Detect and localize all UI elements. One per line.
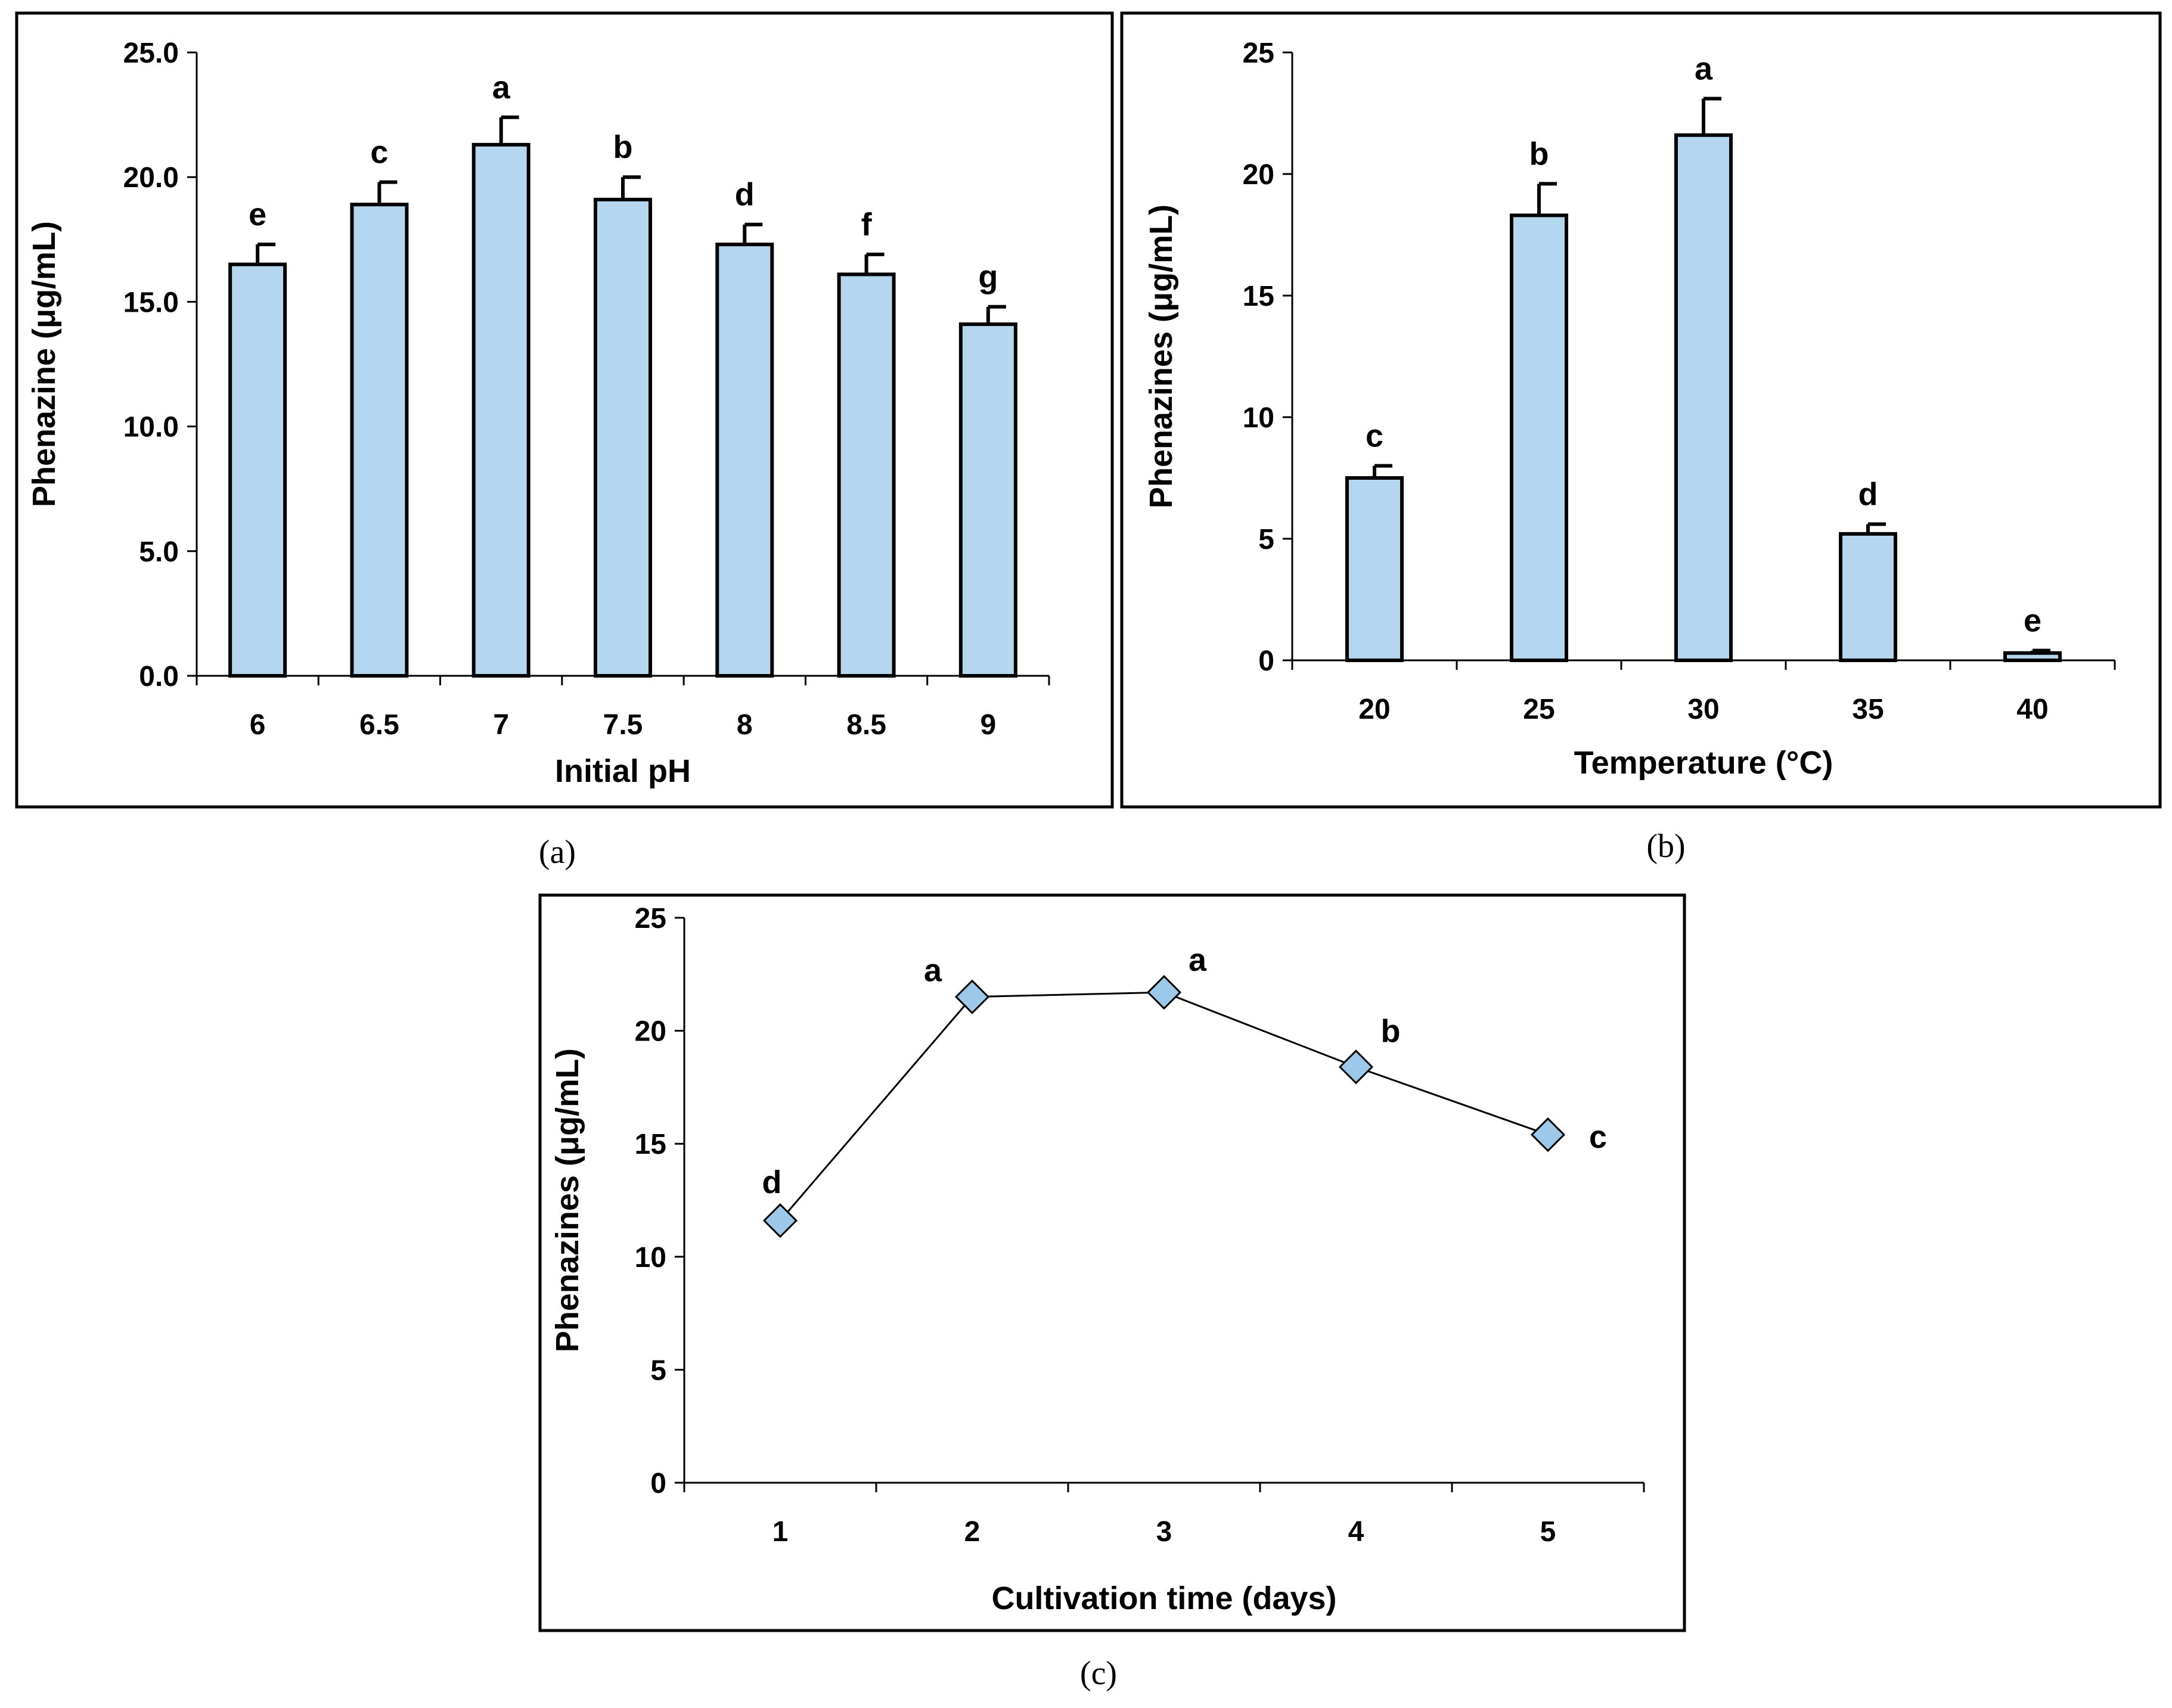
- b-y-tick-label: 15: [1243, 281, 1274, 312]
- panel-a-caption: (a): [539, 834, 576, 871]
- b-significance-letter: b: [1529, 136, 1549, 172]
- c-y-tick-label: 25: [635, 903, 666, 934]
- c-data-point: [1530, 1117, 1566, 1153]
- b-y-tick-label: 5: [1258, 524, 1274, 555]
- panel-b-caption: (b): [1646, 828, 1685, 865]
- b-significance-letter: a: [1695, 51, 1713, 87]
- panel-a-frame: [15, 11, 1114, 809]
- a-significance-letter: a: [492, 70, 511, 105]
- a-bar: [837, 272, 896, 678]
- a-significance-letter: c: [370, 135, 388, 170]
- a-y-tick-label: 0.0: [139, 661, 179, 692]
- c-data-point: [1146, 975, 1182, 1010]
- a-bar: [228, 262, 287, 678]
- panel-a-chart: 0.0 5.0 10.0 15.0 20.0 25.0 6 6.5 7 7.5 8 8.5 9 Initi…: [26, 38, 1050, 789]
- c-data-point: [954, 979, 990, 1014]
- a-y-tick-label: 25.0: [123, 38, 179, 69]
- c-data-point: [1338, 1049, 1374, 1085]
- c-x-tick-label: 2: [964, 1516, 980, 1548]
- c-y-tick-label: 0: [650, 1468, 666, 1499]
- a-bar: [594, 197, 652, 678]
- a-x-tick-label: 6.5: [359, 709, 399, 741]
- b-y-axis-label: Phenazines (μg/mL): [1143, 204, 1179, 508]
- c-significance-letter: a: [1189, 942, 1207, 978]
- a-significance-letter: e: [249, 197, 266, 232]
- a-bar: [471, 142, 530, 678]
- b-x-tick-label: 20: [1358, 694, 1390, 725]
- b-significance-letter: e: [2024, 603, 2041, 639]
- a-significance-letter: g: [978, 259, 998, 295]
- c-x-tick-label: 1: [772, 1516, 789, 1548]
- b-bar: [2003, 651, 2062, 663]
- b-y-tick-label: 0: [1258, 645, 1274, 677]
- b-significance-letter: d: [1858, 477, 1878, 513]
- a-y-tick-label: 20.0: [123, 162, 179, 194]
- panel-b-frame: [1120, 11, 2162, 809]
- a-x-tick-label: 8.5: [846, 709, 886, 741]
- c-x-tick-label: 3: [1156, 1516, 1172, 1548]
- b-x-tick-label: 35: [1852, 694, 1884, 725]
- c-significance-letter: c: [1589, 1119, 1607, 1155]
- c-y-tick-label: 5: [650, 1355, 666, 1386]
- c-y-tick-label: 10: [635, 1242, 666, 1274]
- panel-c-frame: [538, 893, 1686, 1632]
- b-x-tick-label: 30: [1687, 694, 1719, 725]
- c-significance-letter: a: [924, 953, 942, 989]
- b-x-tick-label: 25: [1523, 694, 1554, 725]
- b-bar: [1674, 133, 1733, 663]
- c-data-point: [762, 1203, 798, 1238]
- b-x-tick-label: 40: [2016, 694, 2048, 725]
- panel-c-chart: 0 5 10 15 20 25 1 2 3 4 5 Cultivation time (days) Ph…: [550, 903, 1645, 1616]
- c-significance-letter: b: [1381, 1013, 1401, 1049]
- a-bar: [715, 243, 774, 678]
- a-x-tick-label: 8: [737, 709, 753, 741]
- a-x-tick-label: 7.5: [603, 709, 643, 741]
- b-bar: [1839, 532, 1897, 663]
- panel-b-chart: 0 5 10 15 20 25 20 25 30 35 40 Temperature (°C) Phen…: [1143, 38, 2116, 781]
- a-y-axis-label: Phenazine (μg/mL): [26, 221, 62, 507]
- a-x-axis-label: Initial pH: [555, 753, 691, 789]
- a-bar: [350, 203, 409, 678]
- b-y-tick-label: 10: [1243, 402, 1274, 434]
- b-bar: [1345, 476, 1404, 662]
- b-x-axis-label: Temperature (°C): [1574, 745, 1833, 781]
- panel-c-caption: (c): [1080, 1655, 1117, 1692]
- c-y-tick-label: 15: [635, 1129, 666, 1160]
- c-significance-letter: d: [762, 1164, 782, 1200]
- b-bar: [1510, 213, 1568, 662]
- c-series-line: [779, 991, 1549, 1222]
- c-x-tick-label: 5: [1540, 1516, 1556, 1548]
- b-significance-letter: c: [1366, 418, 1383, 454]
- a-y-tick-label: 15.0: [123, 287, 179, 318]
- c-x-tick-label: 4: [1348, 1516, 1364, 1548]
- a-y-tick-label: 5.0: [139, 536, 179, 568]
- a-x-tick-label: 7: [493, 709, 509, 741]
- a-y-tick-label: 10.0: [123, 412, 179, 443]
- b-y-tick-label: 20: [1243, 159, 1274, 191]
- c-y-tick-label: 20: [635, 1016, 666, 1048]
- a-x-tick-label: 6: [250, 709, 266, 741]
- a-significance-letter: f: [861, 207, 873, 243]
- a-x-tick-label: 9: [980, 709, 997, 741]
- a-significance-letter: b: [613, 129, 633, 165]
- a-bar: [958, 322, 1017, 678]
- a-significance-letter: d: [735, 177, 755, 213]
- c-x-axis-label: Cultivation time (days): [991, 1580, 1336, 1616]
- c-y-axis-label: Phenazines (μg/mL): [550, 1048, 585, 1352]
- b-y-tick-label: 25: [1243, 38, 1274, 69]
